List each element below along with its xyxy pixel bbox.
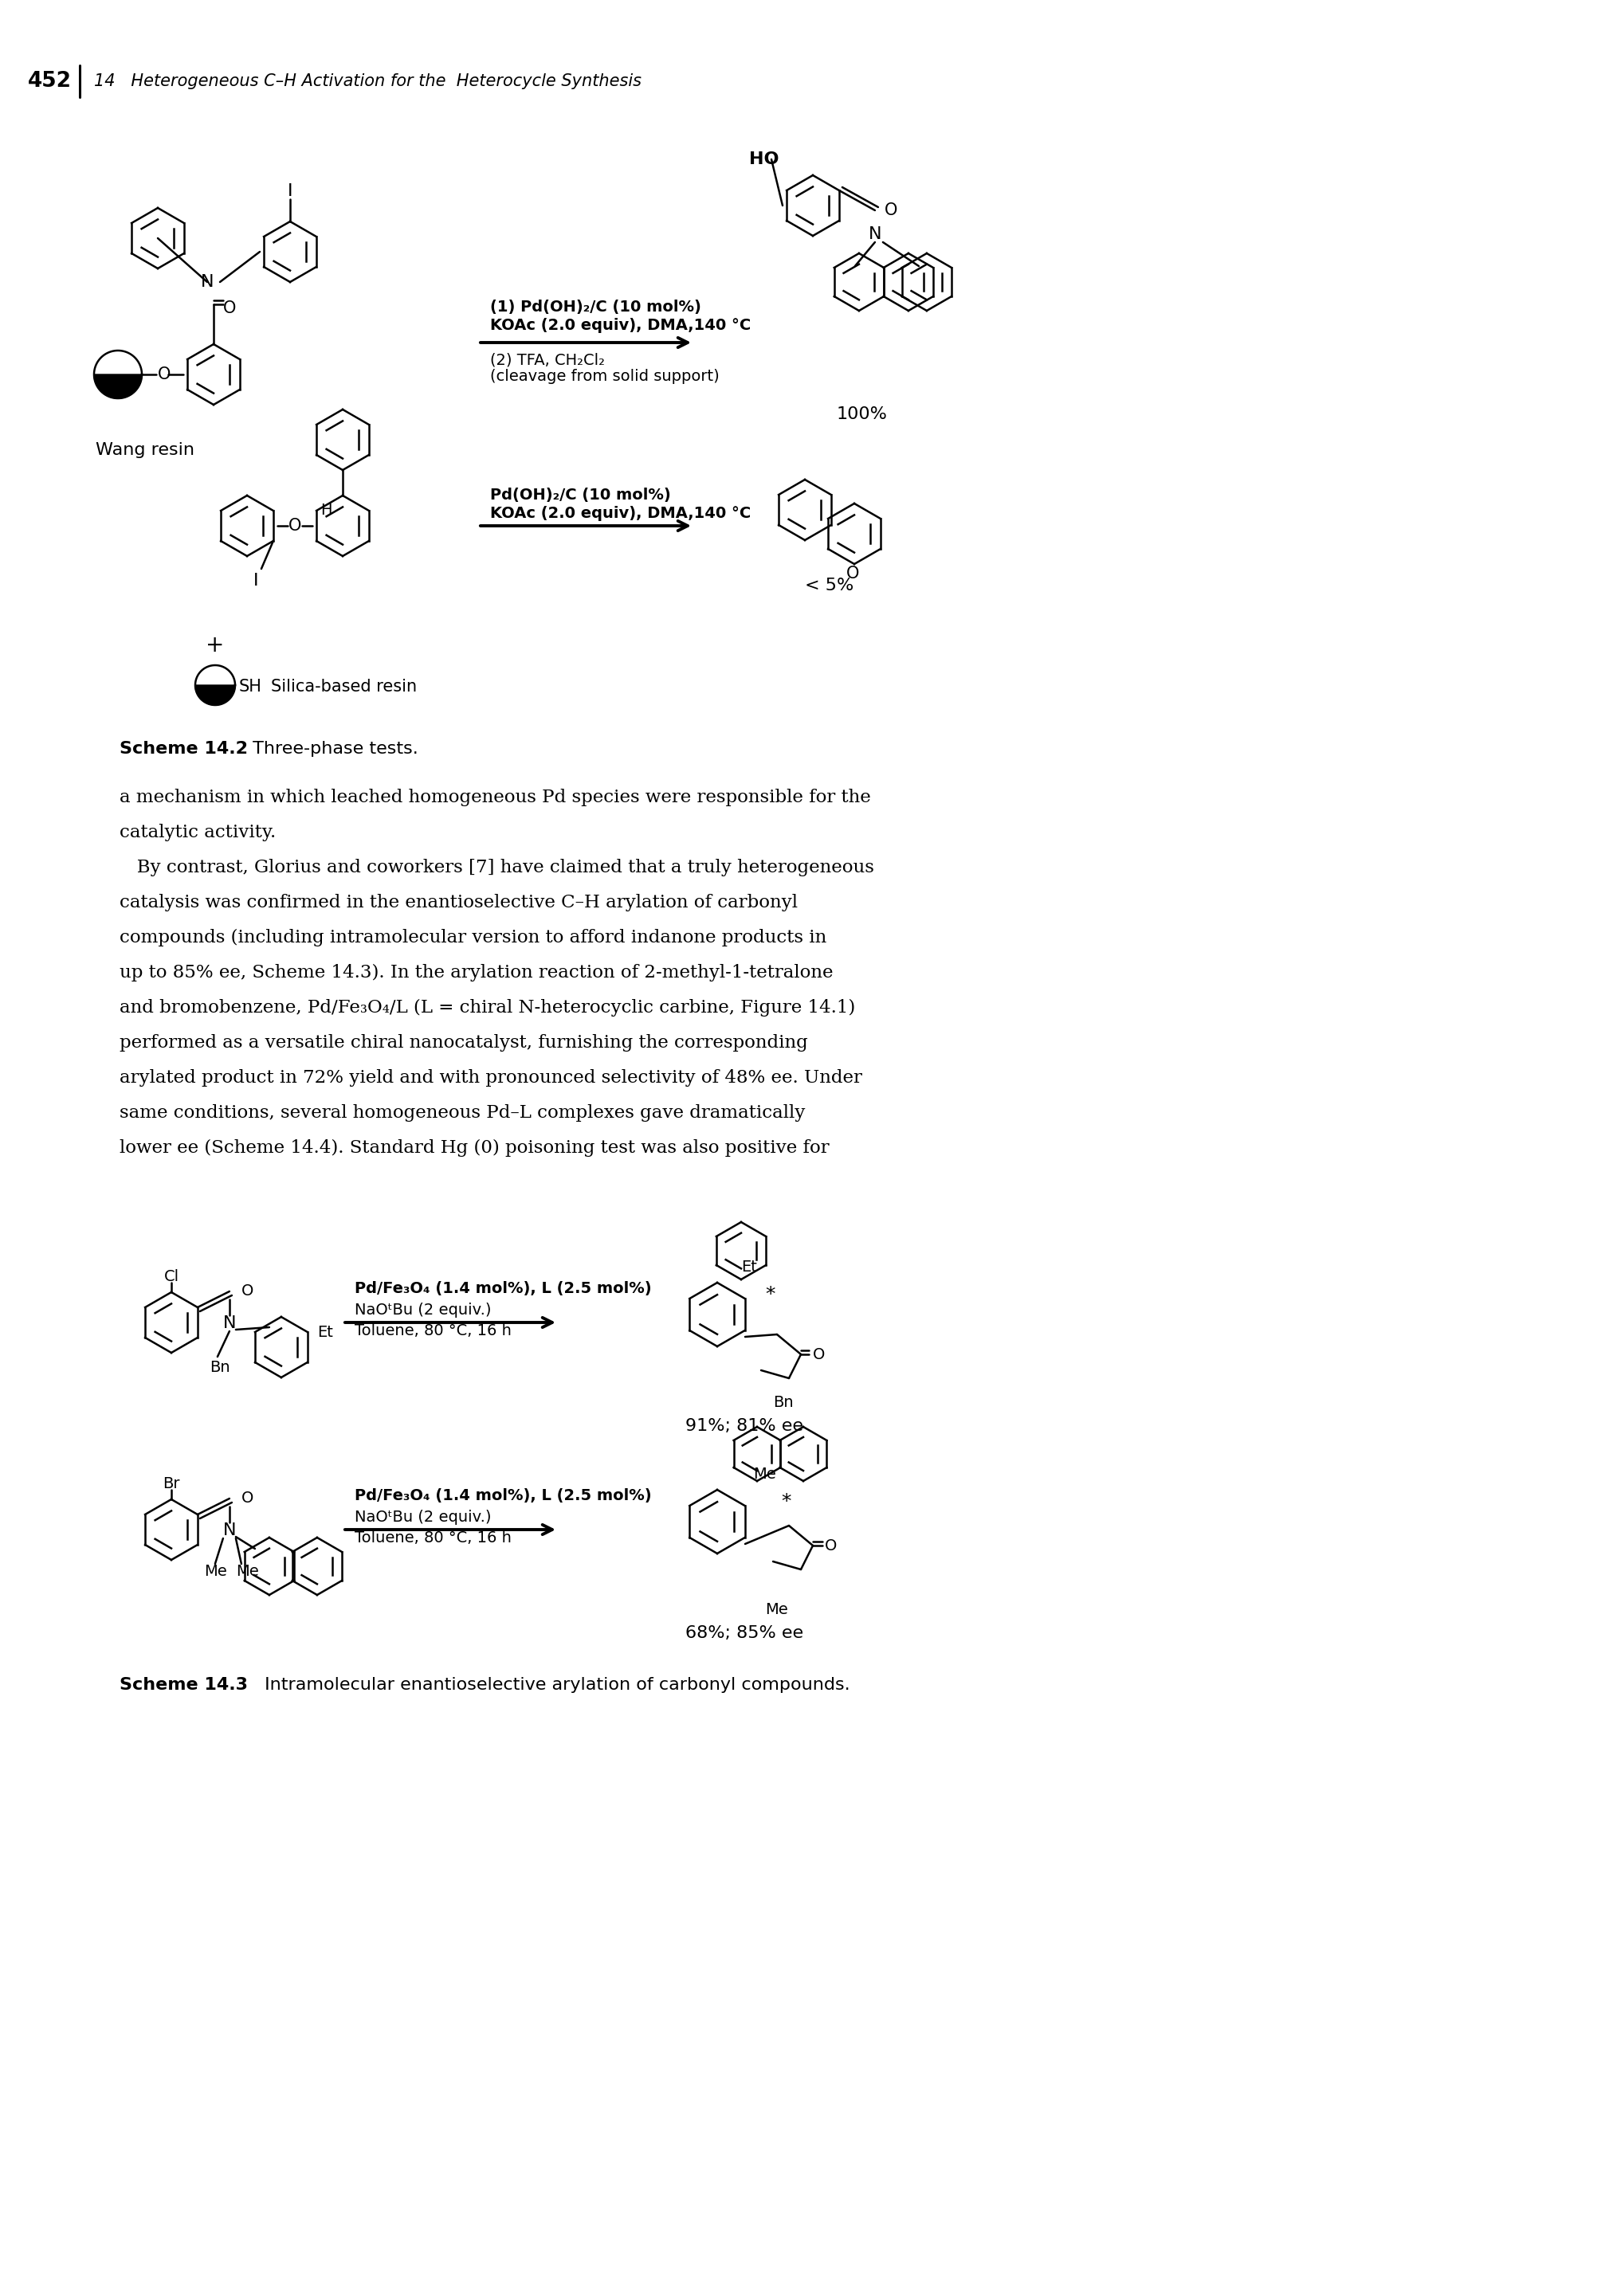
Text: KOAc (2.0 equiv), DMA,140 °C: KOAc (2.0 equiv), DMA,140 °C	[490, 317, 751, 333]
Text: Toluene, 80 °C, 16 h: Toluene, 80 °C, 16 h	[355, 1529, 511, 1545]
Text: performed as a versatile chiral nanocatalyst, furnishing the corresponding: performed as a versatile chiral nanocata…	[120, 1033, 809, 1052]
Text: Bn: Bn	[210, 1359, 231, 1375]
Text: NaOᵗBu (2 equiv.): NaOᵗBu (2 equiv.)	[355, 1508, 492, 1525]
Text: O: O	[288, 519, 301, 533]
Text: By contrast, Glorius and coworkers [7] have claimed that a truly heterogeneous: By contrast, Glorius and coworkers [7] h…	[120, 859, 874, 877]
Polygon shape	[195, 684, 235, 705]
Text: O: O	[825, 1538, 837, 1552]
Text: Pd/Fe₃O₄ (1.4 mol%), L (2.5 mol%): Pd/Fe₃O₄ (1.4 mol%), L (2.5 mol%)	[355, 1488, 652, 1504]
Text: a mechanism in which leached homogeneous Pd species were responsible for the: a mechanism in which leached homogeneous…	[120, 790, 871, 806]
Text: lower ee (Scheme 14.4). Standard Hg (0) poisoning test was also positive for: lower ee (Scheme 14.4). Standard Hg (0) …	[120, 1139, 829, 1157]
Text: Cl: Cl	[163, 1270, 179, 1283]
Text: O: O	[223, 301, 237, 317]
Text: arylated product in 72% yield and with pronounced selectivity of 48% ee. Under: arylated product in 72% yield and with p…	[120, 1070, 863, 1086]
Text: Intramolecular enantioselective arylation of carbonyl compounds.: Intramolecular enantioselective arylatio…	[259, 1676, 850, 1692]
Text: O: O	[847, 565, 860, 581]
Text: N: N	[200, 273, 215, 289]
Text: Pd(OH)₂/C (10 mol%): Pd(OH)₂/C (10 mol%)	[490, 489, 671, 503]
Text: Pd/Fe₃O₄ (1.4 mol%), L (2.5 mol%): Pd/Fe₃O₄ (1.4 mol%), L (2.5 mol%)	[355, 1281, 652, 1297]
Text: Me: Me	[765, 1603, 788, 1616]
Text: 100%: 100%	[837, 406, 887, 422]
Text: Wang resin: Wang resin	[96, 443, 194, 459]
Text: (2) TFA, CH₂Cl₂: (2) TFA, CH₂Cl₂	[490, 354, 605, 367]
Text: (cleavage from solid support): (cleavage from solid support)	[490, 367, 719, 383]
Text: Scheme 14.3: Scheme 14.3	[120, 1676, 248, 1692]
Text: KOAc (2.0 equiv), DMA,140 °C: KOAc (2.0 equiv), DMA,140 °C	[490, 507, 751, 521]
Text: O: O	[242, 1283, 253, 1300]
Text: I: I	[253, 572, 258, 588]
Text: same conditions, several homogeneous Pd–L complexes gave dramatically: same conditions, several homogeneous Pd–…	[120, 1104, 805, 1123]
Text: O: O	[242, 1490, 253, 1506]
Text: catalytic activity.: catalytic activity.	[120, 824, 275, 840]
Text: O: O	[813, 1348, 825, 1362]
Text: Me: Me	[235, 1564, 259, 1580]
Text: Et: Et	[741, 1258, 757, 1274]
Text: I: I	[288, 184, 293, 200]
Text: Et: Et	[317, 1325, 333, 1339]
Polygon shape	[94, 374, 142, 397]
Text: O: O	[158, 367, 171, 383]
Text: Three-phase tests.: Three-phase tests.	[247, 742, 418, 758]
Text: +: +	[207, 634, 224, 657]
Text: Scheme 14.2: Scheme 14.2	[120, 742, 248, 758]
Text: and bromobenzene, Pd/Fe₃O₄/L (L = chiral N-heterocyclic carbine, Figure 14.1): and bromobenzene, Pd/Fe₃O₄/L (L = chiral…	[120, 999, 855, 1017]
Text: Br: Br	[163, 1476, 179, 1490]
Text: 452: 452	[27, 71, 72, 92]
Text: up to 85% ee, Scheme 14.3). In the arylation reaction of 2-methyl-1-tetralone: up to 85% ee, Scheme 14.3). In the aryla…	[120, 964, 833, 983]
Text: N: N	[223, 1316, 235, 1332]
Text: Silica-based resin: Silica-based resin	[271, 680, 416, 696]
Text: N: N	[223, 1522, 235, 1538]
Text: Me: Me	[203, 1564, 227, 1580]
Text: N: N	[868, 227, 882, 241]
Text: O: O	[884, 202, 898, 218]
Text: Bn: Bn	[773, 1394, 794, 1410]
Text: NaOᵗBu (2 equiv.): NaOᵗBu (2 equiv.)	[355, 1302, 492, 1318]
Text: Toluene, 80 °C, 16 h: Toluene, 80 °C, 16 h	[355, 1322, 511, 1339]
Text: HO: HO	[749, 152, 780, 168]
Text: H: H	[320, 503, 331, 519]
Text: (1) Pd(OH)₂/C (10 mol%): (1) Pd(OH)₂/C (10 mol%)	[490, 298, 701, 315]
Text: *: *	[765, 1286, 775, 1304]
Text: SH: SH	[239, 680, 263, 696]
Text: < 5%: < 5%	[805, 579, 853, 595]
Text: 68%; 85% ee: 68%; 85% ee	[685, 1626, 804, 1642]
Text: *: *	[781, 1492, 791, 1511]
Text: 14   Heterogeneous C–H Activation for the  Heterocycle Synthesis: 14 Heterogeneous C–H Activation for the …	[94, 73, 642, 90]
Text: compounds (including intramolecular version to afford indanone products in: compounds (including intramolecular vers…	[120, 930, 826, 946]
Text: catalysis was confirmed in the enantioselective C–H arylation of carbonyl: catalysis was confirmed in the enantiose…	[120, 893, 797, 912]
Text: Me: Me	[752, 1467, 776, 1481]
Text: 91%; 81% ee: 91%; 81% ee	[685, 1419, 804, 1435]
